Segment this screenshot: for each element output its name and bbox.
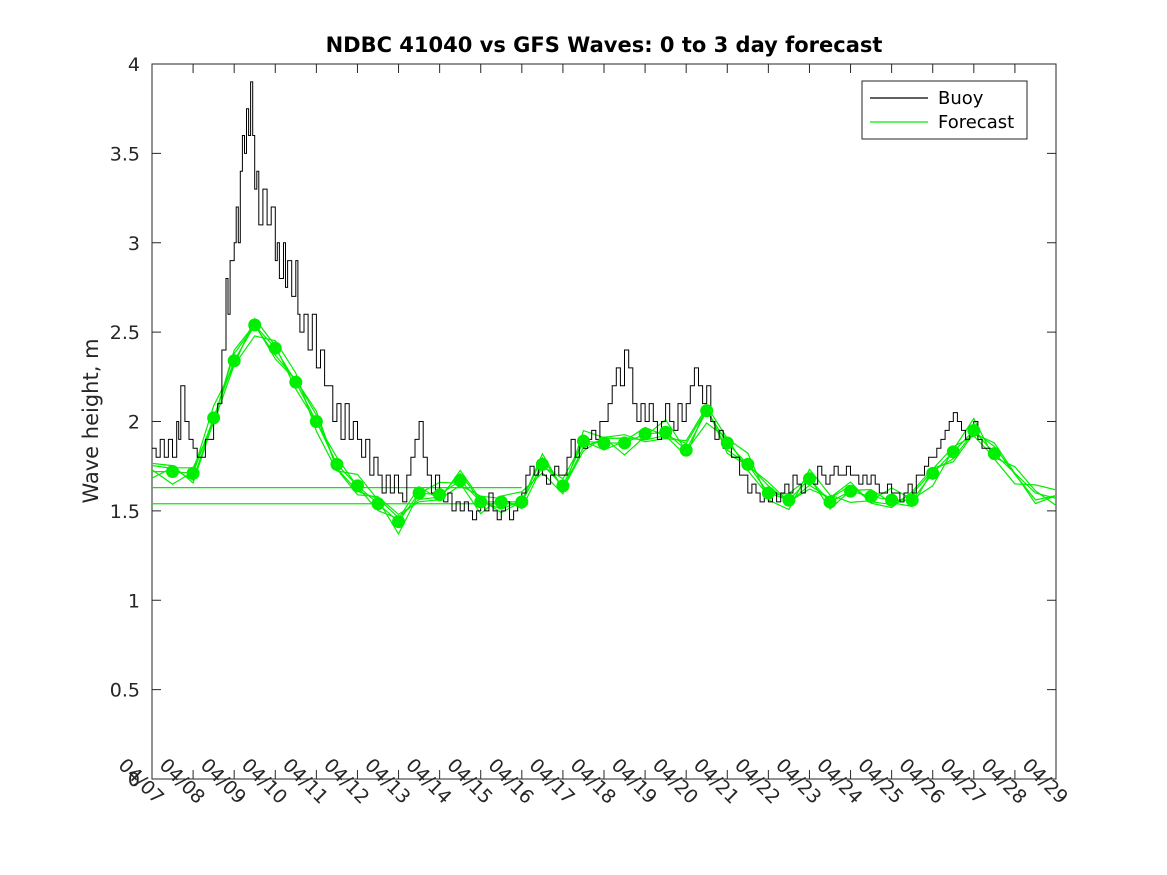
- x-tick-label: 04/25: [853, 754, 907, 808]
- forecast-marker: [453, 473, 467, 487]
- forecast-marker: [227, 354, 241, 368]
- forecast-ensemble-line: [152, 317, 1056, 520]
- forecast-marker: [186, 466, 200, 480]
- forecast-marker: [946, 445, 960, 459]
- x-tick-label: 04/18: [566, 754, 620, 808]
- y-tick-label: 3: [128, 233, 140, 255]
- legend-forecast-label: Forecast: [938, 112, 1014, 133]
- x-tick-label: 04/27: [936, 754, 990, 808]
- forecast-marker: [556, 479, 570, 493]
- y-tick-label: 2: [128, 412, 140, 434]
- forecast-marker: [597, 436, 611, 450]
- forecast-marker: [720, 436, 734, 450]
- forecast-marker: [782, 493, 796, 507]
- forecast-marker: [761, 486, 775, 500]
- forecast-marker: [494, 495, 508, 509]
- forecast-marker: [289, 375, 303, 389]
- forecast-marker: [679, 443, 693, 457]
- forecast-marker: [515, 495, 529, 509]
- forecast-marker: [350, 479, 364, 493]
- y-tick-label: 2.5: [110, 322, 140, 344]
- y-tick-label: 0: [128, 769, 140, 791]
- x-tick-label: 04/19: [607, 754, 661, 808]
- buoy-series-line: [152, 81, 991, 521]
- forecast-marker: [166, 465, 180, 479]
- x-tick-label: 04/07: [114, 754, 168, 808]
- forecast-marker: [864, 490, 878, 504]
- x-tick-label: 04/13: [360, 754, 414, 808]
- x-tick-label: 04/29: [1018, 754, 1072, 808]
- y-axis-label: Wave height, m: [79, 338, 103, 503]
- forecast-marker: [844, 484, 858, 498]
- forecast-marker: [967, 423, 981, 437]
- x-tick-label: 04/21: [689, 754, 743, 808]
- chart-title: NDBC 41040 vs GFS Waves: 0 to 3 day fore…: [326, 33, 883, 57]
- legend-buoy-label: Buoy: [938, 88, 984, 109]
- forecast-ensemble-line: [152, 323, 1056, 516]
- forecast-marker: [309, 415, 323, 428]
- legend: Buoy Forecast: [861, 80, 1028, 140]
- x-tick-label: 04/17: [525, 754, 579, 808]
- forecast-marker: [618, 436, 632, 450]
- forecast-marker: [885, 493, 899, 507]
- forecast-marker: [392, 515, 406, 529]
- y-tick-label: 0.5: [110, 680, 140, 702]
- forecast-marker: [371, 497, 385, 511]
- forecast-marker: [535, 457, 549, 471]
- x-tick-label: 04/10: [237, 754, 291, 808]
- forecast-marker: [741, 457, 755, 471]
- forecast-marker: [433, 488, 447, 502]
- x-tick-label: 04/12: [319, 754, 373, 808]
- x-tick-label: 04/11: [278, 754, 332, 808]
- forecast-marker: [823, 495, 837, 509]
- x-tick-label: 04/22: [730, 754, 784, 808]
- forecast-marker: [700, 404, 714, 418]
- forecast-marker: [638, 427, 652, 441]
- forecast-marker: [802, 472, 816, 486]
- forecast-marker: [926, 466, 940, 480]
- plot-area: 00.511.522.533.5404/0704/0804/0904/1004/…: [110, 54, 1072, 809]
- y-tick-label: 3.5: [110, 143, 140, 165]
- y-tick-label: 1: [128, 590, 140, 612]
- x-tick-label: 04/26: [894, 754, 948, 808]
- forecast-marker: [412, 486, 426, 500]
- forecast-marker: [330, 457, 344, 471]
- x-tick-label: 04/15: [442, 754, 496, 808]
- x-tick-label: 04/08: [155, 754, 209, 808]
- forecast-marker: [474, 495, 488, 509]
- x-tick-label: 04/20: [648, 754, 702, 808]
- forecast-marker: [248, 318, 262, 332]
- x-tick-label: 04/09: [196, 754, 250, 808]
- forecast-marker: [268, 341, 282, 355]
- y-tick-label: 1.5: [110, 501, 140, 523]
- y-tick-label: 4: [128, 54, 140, 76]
- forecast-marker: [207, 411, 221, 425]
- forecast-marker: [576, 434, 590, 448]
- x-tick-label: 04/16: [484, 754, 538, 808]
- plot-series-group: [152, 81, 1056, 536]
- x-tick-label: 04/23: [771, 754, 825, 808]
- legend-box: [861, 80, 1028, 140]
- forecast-marker: [905, 493, 919, 507]
- x-tick-label: 04/28: [977, 754, 1031, 808]
- x-tick-label: 04/14: [401, 754, 455, 808]
- forecast-marker: [987, 447, 1001, 461]
- forecast-marker: [659, 425, 673, 439]
- x-tick-label: 04/24: [812, 754, 866, 808]
